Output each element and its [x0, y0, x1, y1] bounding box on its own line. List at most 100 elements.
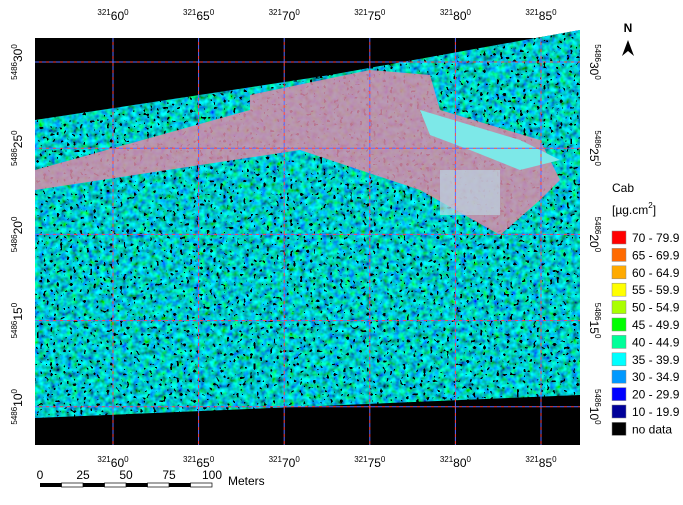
legend-swatch — [611, 404, 627, 419]
legend-swatch — [611, 387, 627, 401]
coord-main: 85 — [539, 456, 553, 470]
coord-suffix: 0 — [210, 8, 215, 17]
coord-suffix: 0 — [467, 8, 472, 17]
coordinate-label: 321750 — [354, 455, 386, 470]
coord-prefix: 5486 — [593, 389, 602, 407]
coord-prefix: 5486 — [10, 61, 19, 79]
coord-prefix: 321 — [183, 455, 197, 464]
coordinate-label: 321600 — [97, 8, 129, 23]
coord-prefix: 321 — [97, 8, 111, 17]
coordinate-label: 5486150 — [10, 302, 25, 338]
coord-prefix: 321 — [97, 455, 111, 464]
coord-suffix: 0 — [10, 302, 19, 307]
coord-main: 65 — [196, 9, 210, 23]
legend-swatch — [611, 335, 627, 349]
coord-main: 30 — [587, 62, 601, 76]
coord-prefix: 5486 — [10, 234, 19, 252]
coord-suffix: 0 — [593, 248, 602, 253]
coord-prefix: 5486 — [593, 130, 602, 148]
coord-main: 25 — [587, 148, 601, 162]
coordinate-label: 5486250 — [10, 130, 25, 166]
coord-prefix: 5486 — [593, 303, 602, 321]
legend-label: 65 - 69.9 — [632, 248, 680, 262]
legend-label: 45 - 49.9 — [632, 318, 680, 332]
building — [440, 170, 500, 215]
legend-label: 35 - 39.9 — [632, 353, 680, 367]
coord-prefix: 5486 — [10, 320, 19, 338]
coord-main: 10 — [587, 407, 601, 421]
coord-prefix: 321 — [525, 8, 539, 17]
legend-swatch — [611, 265, 627, 280]
scale-segment — [147, 482, 170, 488]
coordinate-label: 321800 — [440, 455, 472, 470]
coord-suffix: 0 — [552, 8, 557, 17]
coordinate-label: 5486300 — [10, 44, 25, 80]
coord-main: 20 — [587, 234, 601, 248]
coord-prefix: 321 — [269, 8, 283, 17]
scale-segment — [40, 483, 62, 487]
scale-label: 75 — [162, 468, 176, 482]
coord-prefix: 5486 — [593, 44, 602, 62]
coord-suffix: 0 — [593, 162, 602, 167]
coord-suffix: 0 — [10, 216, 19, 221]
scale-label: 0 — [37, 468, 44, 482]
coord-suffix: 0 — [124, 455, 129, 464]
coord-suffix: 0 — [467, 455, 472, 464]
coord-main: 60 — [111, 9, 125, 23]
legend-unit: [µg.cm2] — [612, 201, 656, 217]
legend: Cab [µg.cm2] 70 - 79.9 65 - 69.9 60 - 64.9 55… — [611, 181, 680, 436]
coord-suffix: 0 — [10, 388, 19, 393]
legend-title: Cab — [612, 181, 634, 195]
legend-swatch — [611, 230, 627, 245]
legend-swatch — [611, 300, 627, 314]
legend-label: 50 - 54.9 — [632, 301, 680, 315]
legend-swatch — [611, 282, 627, 297]
scale-label: 25 — [76, 468, 90, 482]
coord-prefix: 5486 — [10, 148, 19, 166]
coord-suffix: 0 — [593, 334, 602, 339]
coordinate-label: 321700 — [269, 8, 301, 23]
coord-main: 70 — [282, 456, 296, 470]
coordinate-label: 321850 — [525, 8, 557, 23]
coordinate-label: 321850 — [525, 455, 557, 470]
coord-prefix: 321 — [269, 455, 283, 464]
coord-main: 70 — [282, 9, 296, 23]
scale-segment — [61, 482, 84, 488]
coord-suffix: 0 — [593, 420, 602, 425]
coord-suffix: 0 — [593, 75, 602, 80]
scale-bar: 0 25 50 75 100 Meters — [37, 468, 265, 488]
scale-segment — [126, 483, 148, 487]
coordinate-label: 5486200 — [10, 216, 25, 252]
coord-prefix: 321 — [440, 455, 454, 464]
coordinate-label: 5486150 — [587, 303, 602, 339]
coordinate-label: 321700 — [269, 455, 301, 470]
clearing — [35, 70, 560, 235]
legend-label: 30 - 34.9 — [632, 370, 680, 384]
legend-label: 55 - 59.9 — [632, 283, 680, 297]
scale-segment — [169, 483, 191, 487]
coord-main: 75 — [368, 456, 382, 470]
north-label: N — [624, 21, 633, 35]
coord-prefix: 321 — [354, 8, 368, 17]
coord-main: 15 — [11, 307, 25, 321]
coord-prefix: 5486 — [10, 406, 19, 424]
coord-prefix: 321 — [183, 8, 197, 17]
coordinate-label: 321650 — [183, 8, 215, 23]
coord-suffix: 0 — [10, 44, 19, 49]
coordinate-label: 5486250 — [587, 130, 602, 166]
legend-swatch — [611, 369, 627, 384]
coord-main: 80 — [453, 9, 467, 23]
legend-swatch — [611, 352, 627, 367]
unit: [µg.cm — [612, 203, 648, 217]
coordinate-label: 5486200 — [587, 217, 602, 253]
unit-end: ] — [653, 203, 656, 217]
scale-label: 50 — [119, 468, 133, 482]
scale-segment — [83, 483, 105, 487]
legend-label: 20 - 29.9 — [632, 388, 680, 402]
coord-suffix: 0 — [295, 8, 300, 17]
legend-swatch — [611, 422, 627, 436]
coord-suffix: 0 — [124, 8, 129, 17]
coordinate-label: 321750 — [354, 8, 386, 23]
coord-main: 65 — [196, 456, 210, 470]
